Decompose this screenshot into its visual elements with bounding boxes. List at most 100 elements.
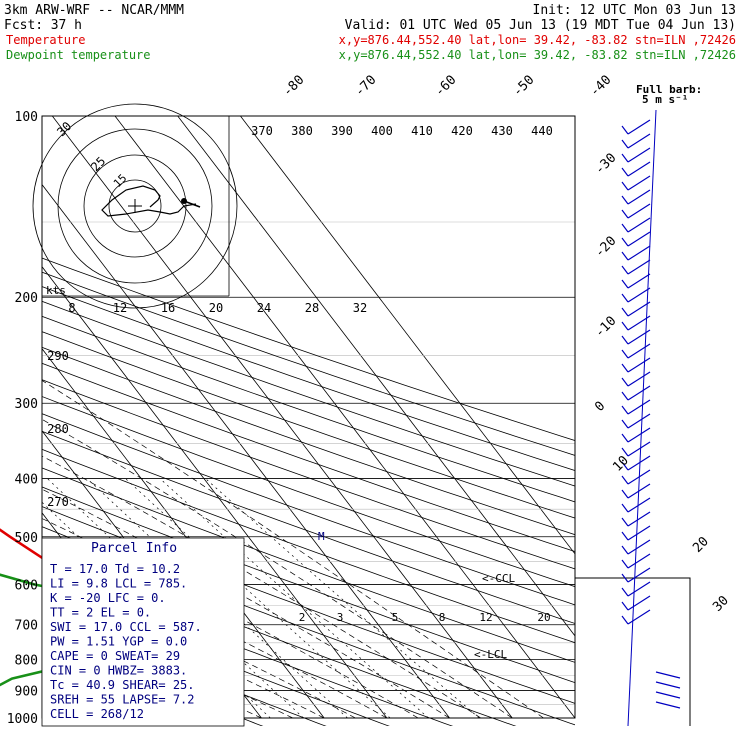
wind-barb-flag xyxy=(621,489,629,499)
parcel-info-box xyxy=(41,537,245,727)
init-time: Init: 12 UTC Mon 03 Jun 13 xyxy=(533,3,737,18)
theta-label: 380 xyxy=(291,124,313,138)
mixing-ratio-label: 20 xyxy=(209,301,223,315)
theta-label: 400 xyxy=(371,124,393,138)
parcel-info-row: CIN = 0 HWBZ= 3883. xyxy=(50,664,187,678)
moist-adiabat xyxy=(42,518,419,719)
wind-barb-flag xyxy=(621,293,629,303)
fcst-label: Fcst: xyxy=(4,18,43,33)
wind-barb xyxy=(655,671,681,679)
wind-barb xyxy=(627,231,651,247)
isotherm-label: -10 xyxy=(592,314,619,341)
hodograph-ring xyxy=(32,103,238,309)
temperature-coords: x,y=876.44,552.40 lat,lon= 39.42, -83.82… xyxy=(339,33,736,47)
hodograph-ring-label: 25 xyxy=(88,154,108,174)
isotherm-line xyxy=(42,348,325,719)
isotherm-label: -80 xyxy=(280,73,307,100)
wind-barb xyxy=(627,455,651,471)
parcel-info-title: Parcel Info xyxy=(91,541,177,556)
barb-legend-title: Full barb: xyxy=(636,83,702,96)
wind-barb-flag xyxy=(621,461,629,471)
hodograph-ring-label: 15 xyxy=(111,172,130,191)
isotherm-label: 30 xyxy=(710,593,732,615)
dry-adiabat xyxy=(42,486,575,684)
isotherm-label: 0 xyxy=(592,399,608,415)
dry-adiabat xyxy=(42,467,575,663)
wind-barb xyxy=(627,357,651,373)
moist-adiabat xyxy=(42,586,325,719)
wind-barb-flag xyxy=(621,447,629,457)
barb-legend-units: 5 m s⁻¹ xyxy=(642,93,688,106)
isotherm-label: -70 xyxy=(352,73,379,100)
mixing-ratio-label: 8 xyxy=(68,301,75,315)
isotherm-label: -30 xyxy=(592,151,619,178)
isotherm-line xyxy=(240,116,575,555)
pressure-label: 800 xyxy=(15,654,38,669)
wind-barb-flag xyxy=(621,181,629,191)
wind-barb-flag xyxy=(621,125,629,135)
wind-barb xyxy=(627,259,651,275)
theta-label: 370 xyxy=(251,124,273,138)
wind-barb-flag xyxy=(621,433,629,443)
wind-barb xyxy=(627,329,651,345)
wind-barb-flag xyxy=(621,405,629,415)
dry-adiabat xyxy=(42,448,575,644)
theta-label: 390 xyxy=(331,124,353,138)
wind-barb xyxy=(627,301,651,317)
parcel-info-row: T = 17.0 Td = 10.2 xyxy=(50,562,180,576)
dry-adiabat xyxy=(42,257,575,441)
pressure-label: 400 xyxy=(15,472,38,487)
hodograph-ring xyxy=(57,128,213,284)
mixing-ratio-label: 12 xyxy=(113,301,127,315)
isotherm-line xyxy=(114,116,575,719)
dry-adiabat xyxy=(42,271,575,456)
wind-barb xyxy=(627,133,651,149)
dewpoint-coords: x,y=876.44,552.40 lat,lon= 39.42, -83.82… xyxy=(339,48,736,62)
parcel-info-row: K = -20 LFC = 0. xyxy=(50,591,166,605)
hodograph-trace xyxy=(101,185,197,217)
marker-label: M xyxy=(318,530,325,543)
dry-adiabat xyxy=(42,331,575,519)
wind-barb xyxy=(627,161,651,177)
parcel-info-row: SREH = 55 LAPSE= 7.2 xyxy=(50,693,195,707)
theta-label: 290 xyxy=(47,349,69,363)
isotherm-label: 20 xyxy=(690,534,712,556)
wind-barb-flag xyxy=(621,335,629,345)
theta-label: 270 xyxy=(47,495,69,509)
theta-label: 280 xyxy=(47,422,69,436)
wind-barb-flag xyxy=(621,279,629,289)
wind-barb-flag xyxy=(621,559,629,569)
wind-barb xyxy=(655,701,681,709)
isotherm-label: -60 xyxy=(432,73,459,100)
wind-barb xyxy=(627,273,651,289)
wind-barb-flag xyxy=(621,377,629,387)
wind-barb xyxy=(627,217,651,233)
wind-barb-flag xyxy=(621,363,629,373)
mixing-ratio-label: 28 xyxy=(305,301,319,315)
hodograph-end-segment xyxy=(183,200,201,208)
wind-barb-flag xyxy=(621,321,629,331)
wind-barb xyxy=(627,511,651,527)
dry-adiabat xyxy=(42,300,575,487)
mixing-ratio-label: 12 xyxy=(479,611,492,624)
wind-barb xyxy=(627,497,651,513)
isotherm-line xyxy=(42,183,450,719)
wind-barb-flag xyxy=(621,545,629,555)
dry-adiabat xyxy=(42,315,575,503)
hodograph-ring xyxy=(108,179,162,233)
theta-label: 430 xyxy=(491,124,513,138)
parcel-info-row: CAPE = 0 SWEAT= 29 xyxy=(50,649,180,663)
dry-adiabat xyxy=(42,430,575,624)
parcel-info-row: CELL = 268/12 xyxy=(50,707,144,721)
pressure-label: 900 xyxy=(15,684,38,699)
isotherm-line xyxy=(42,265,388,719)
plot-frame xyxy=(41,115,576,719)
wind-barb xyxy=(627,189,651,205)
ccl-annotation: <-CCL xyxy=(482,572,515,585)
wind-barb xyxy=(627,203,651,219)
wind-barb xyxy=(627,371,651,387)
parcel-info-row: SWI = 17.0 CCL = 587. xyxy=(50,620,202,634)
wind-barb-flag xyxy=(621,419,629,429)
pressure-label: 600 xyxy=(15,578,38,593)
